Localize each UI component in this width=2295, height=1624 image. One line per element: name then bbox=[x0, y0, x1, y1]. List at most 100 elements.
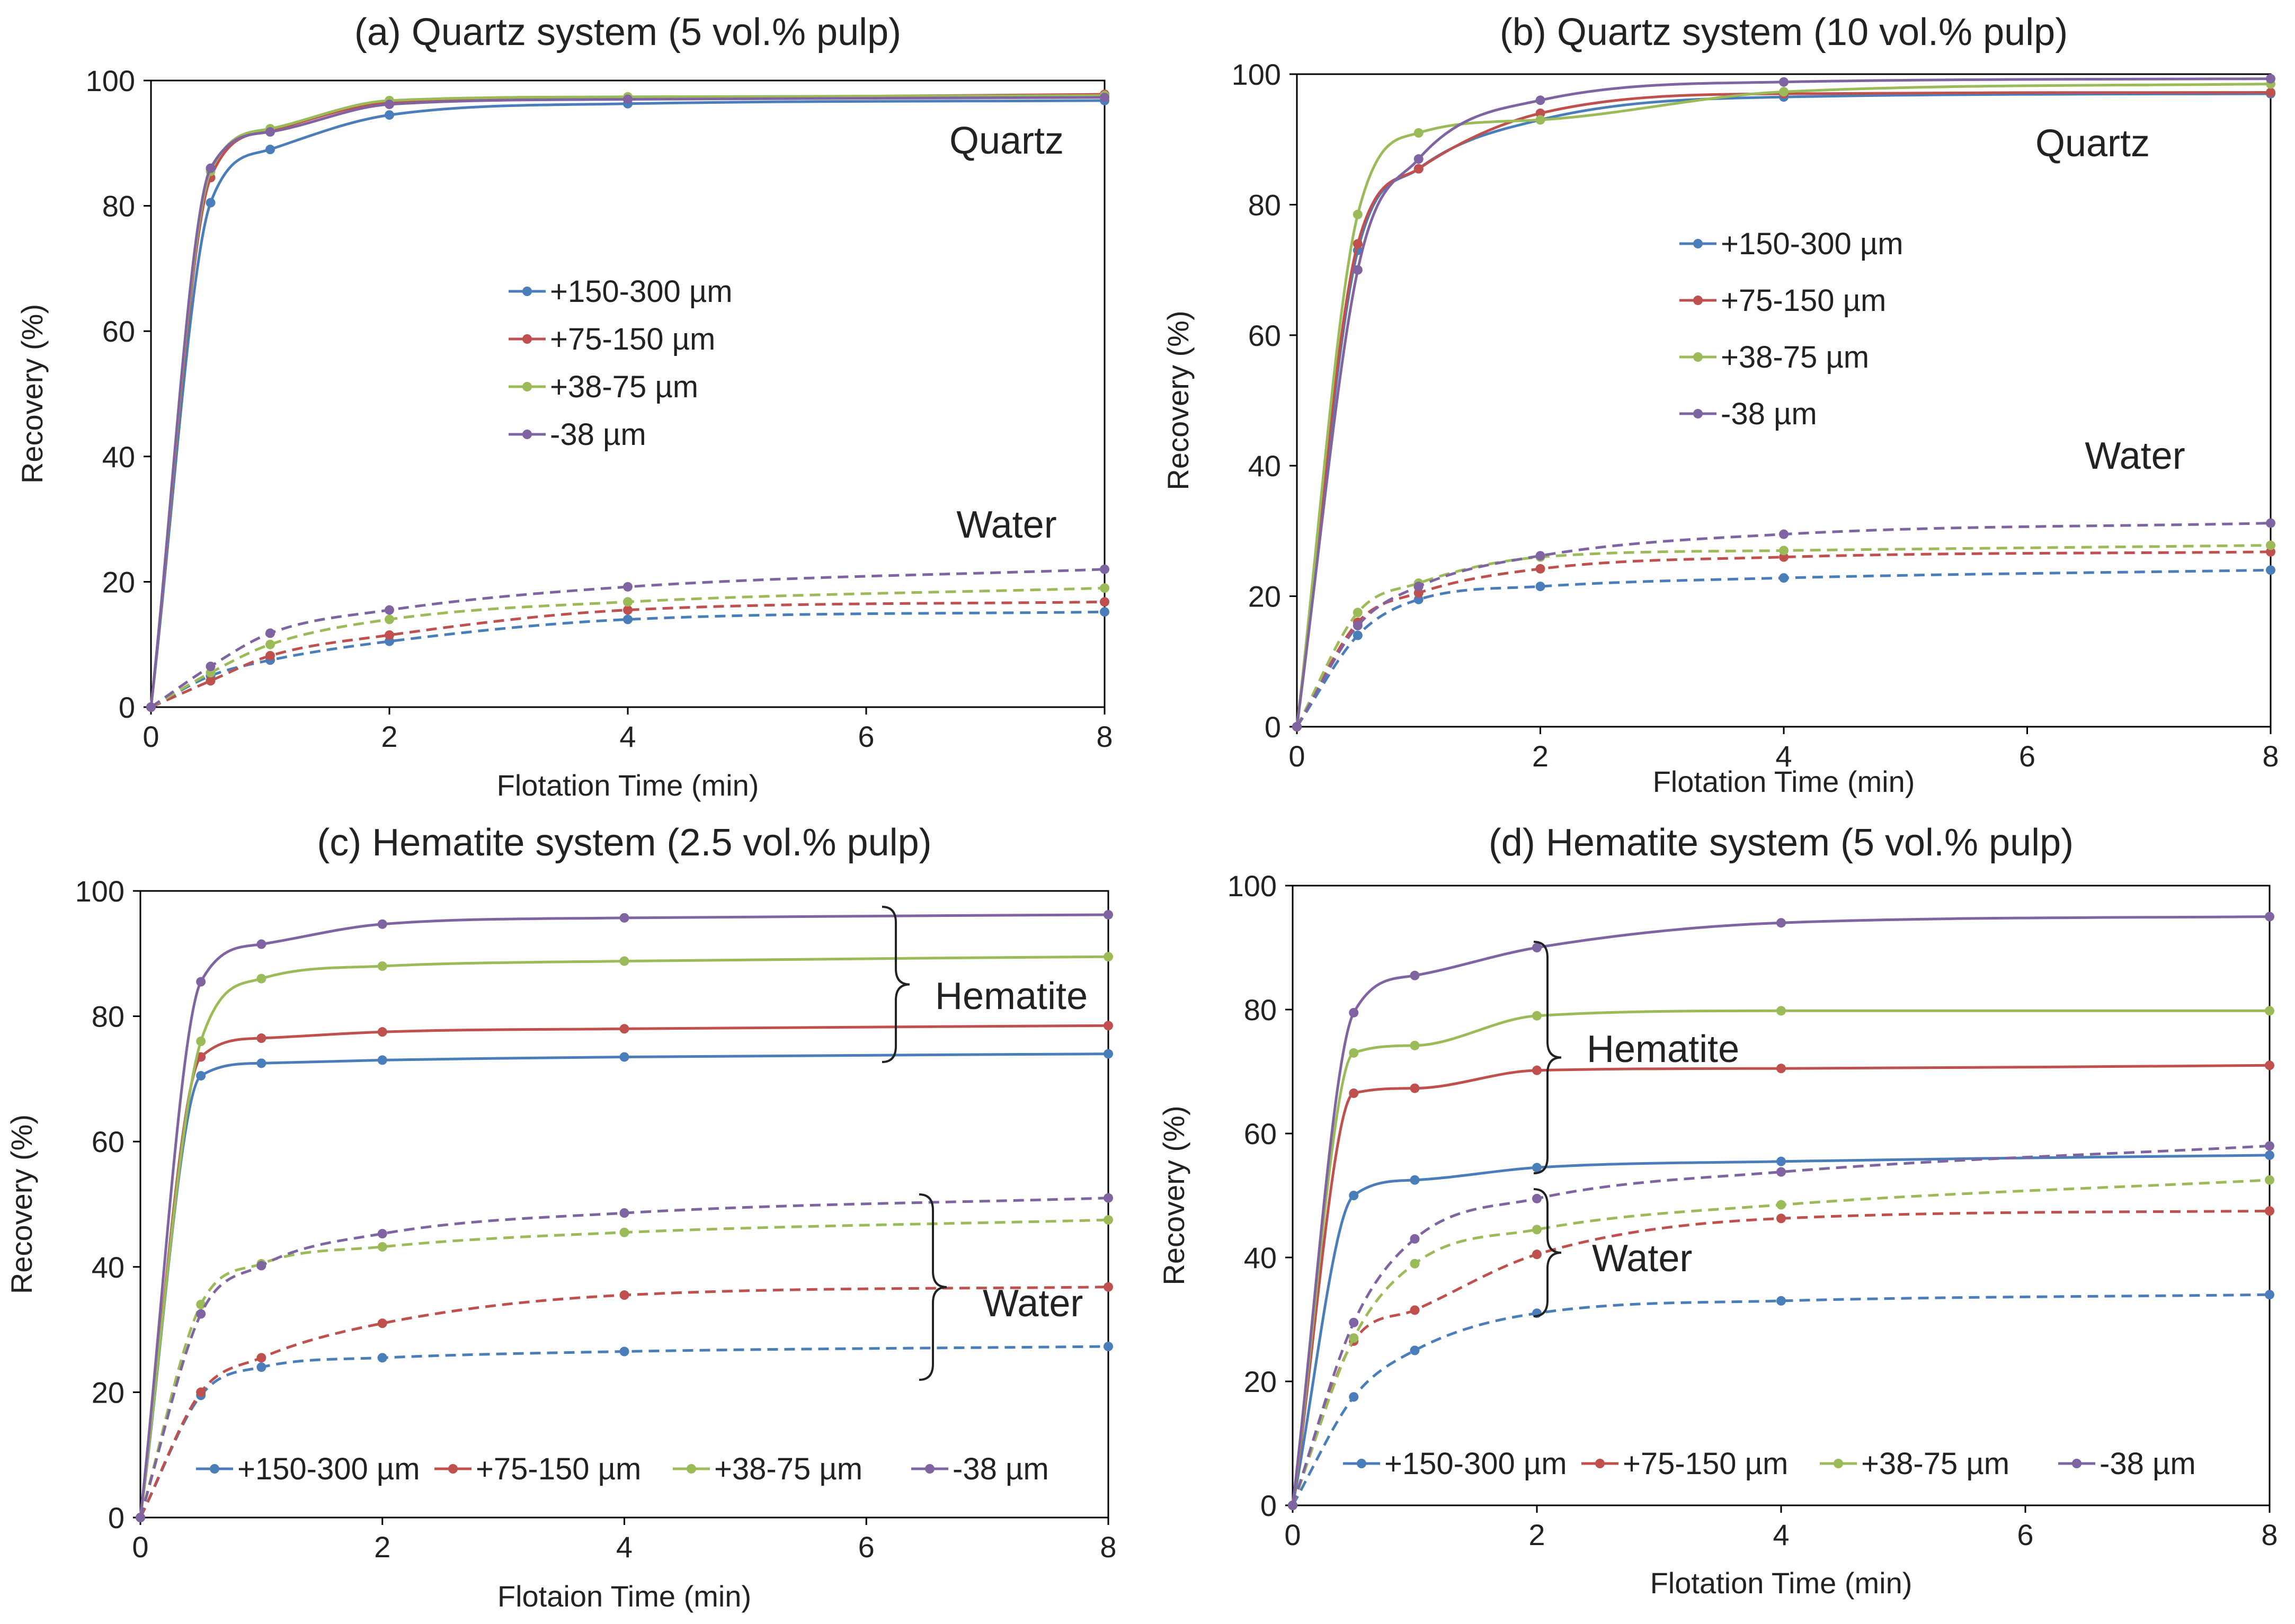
data-point bbox=[196, 1299, 206, 1309]
data-point bbox=[385, 630, 394, 640]
data-point bbox=[377, 1229, 387, 1239]
x-tick-label: 0 bbox=[1284, 1518, 1301, 1551]
legend-marker bbox=[687, 1464, 696, 1474]
y-axis-label: Recovery (%) bbox=[5, 1114, 38, 1294]
data-point bbox=[1413, 164, 1424, 174]
chart-panel-a: (a) Quartz system (5 vol.% pulp)0 2 4 6 8020… bbox=[15, 11, 1113, 802]
data-point bbox=[2266, 540, 2275, 550]
data-point bbox=[1413, 128, 1424, 138]
data-point bbox=[1410, 1305, 1420, 1315]
data-point bbox=[1100, 92, 1109, 102]
series-line bbox=[139, 1197, 1109, 1518]
data-point bbox=[196, 1309, 206, 1319]
legend-marker bbox=[925, 1464, 935, 1474]
annotation-label: Quartz bbox=[2035, 122, 2150, 165]
y-tick-label: 40 bbox=[92, 1251, 124, 1284]
y-tick-label: 0 bbox=[1265, 710, 1281, 744]
data-point bbox=[2266, 547, 2275, 557]
y-tick-label: 100 bbox=[86, 64, 135, 97]
plot-frame bbox=[1292, 885, 2271, 1506]
x-tick-label: 2 bbox=[1528, 1518, 1545, 1551]
series-line bbox=[1291, 1064, 2270, 1506]
x-tick-label: 4 bbox=[1775, 739, 1792, 773]
series-line bbox=[1295, 77, 2271, 727]
series-line bbox=[139, 955, 1109, 1518]
data-point bbox=[1776, 918, 1786, 928]
data-point bbox=[1104, 1342, 1113, 1352]
series-line bbox=[1291, 915, 2270, 1506]
legend-marker bbox=[1693, 352, 1703, 362]
y-tick-label: 0 bbox=[108, 1501, 124, 1534]
data-point bbox=[256, 1353, 266, 1363]
data-point bbox=[1353, 630, 1363, 640]
legend-label: +38-75 µm bbox=[1721, 340, 1869, 374]
series-line bbox=[1295, 544, 2271, 728]
data-point bbox=[1779, 529, 1789, 539]
data-point bbox=[1776, 1156, 1786, 1166]
series-line bbox=[150, 610, 1105, 709]
data-point bbox=[385, 614, 394, 624]
x-tick-label: 0 bbox=[143, 720, 159, 753]
data-point bbox=[619, 956, 629, 966]
data-point bbox=[1410, 1234, 1420, 1244]
series-line bbox=[139, 913, 1109, 1518]
legend-label: +38-75 µm bbox=[714, 1452, 862, 1486]
data-point bbox=[1104, 1021, 1113, 1031]
y-axis-label: Recovery (%) bbox=[1157, 1105, 1190, 1285]
data-point bbox=[1104, 1282, 1113, 1292]
legend-marker bbox=[522, 430, 532, 439]
data-point bbox=[265, 639, 275, 649]
legend-marker bbox=[1595, 1459, 1605, 1468]
data-point bbox=[1413, 154, 1424, 164]
y-tick-label: 20 bbox=[1244, 1365, 1277, 1398]
y-tick-label: 80 bbox=[1248, 188, 1281, 221]
chart-title: (d) Hematite system (5 vol.% pulp) bbox=[1489, 822, 2074, 864]
data-point bbox=[1779, 87, 1789, 97]
data-point bbox=[206, 662, 216, 672]
annotation-label: Water bbox=[983, 1282, 1083, 1325]
series-line bbox=[139, 1218, 1109, 1518]
data-point bbox=[2265, 1290, 2274, 1300]
data-point bbox=[1535, 551, 1545, 561]
data-point bbox=[196, 1070, 206, 1081]
data-point bbox=[1535, 564, 1545, 574]
data-point bbox=[1100, 564, 1109, 574]
data-point bbox=[1353, 239, 1363, 249]
data-point bbox=[136, 1513, 145, 1522]
data-point bbox=[377, 1353, 387, 1363]
data-point bbox=[2265, 1060, 2274, 1070]
data-point bbox=[1410, 970, 1420, 980]
y-axis-label: Recovery (%) bbox=[1161, 310, 1195, 490]
data-point bbox=[1349, 1333, 1359, 1343]
x-tick-label: 6 bbox=[2019, 739, 2035, 773]
legend-label: +38-75 µm bbox=[1861, 1447, 2009, 1481]
data-point bbox=[619, 1052, 629, 1062]
data-point bbox=[196, 1387, 206, 1397]
data-point bbox=[1779, 546, 1789, 556]
data-point bbox=[1104, 909, 1113, 920]
annotation-label: Hematite bbox=[935, 975, 1088, 1018]
data-point bbox=[1353, 209, 1363, 219]
data-point bbox=[623, 94, 633, 104]
data-point bbox=[256, 1362, 266, 1372]
data-point bbox=[2266, 518, 2275, 528]
data-point bbox=[1532, 1225, 1542, 1235]
data-point bbox=[377, 1242, 387, 1252]
data-point bbox=[256, 1261, 266, 1271]
legend-label: +150-300 µm bbox=[550, 274, 733, 309]
data-point bbox=[623, 582, 633, 592]
x-tick-label: 2 bbox=[1532, 739, 1549, 773]
chart-panel-c: (c) Hematite system (2.5 vol.% pulp) 0 2 4 6… bbox=[5, 822, 1117, 1613]
data-point bbox=[1349, 1191, 1359, 1200]
data-point bbox=[1779, 77, 1789, 87]
data-point bbox=[2266, 565, 2275, 575]
data-point bbox=[1410, 1345, 1420, 1355]
y-tick-label: 40 bbox=[1244, 1241, 1277, 1274]
chart-title: (b) Quartz system (10 vol.% pulp) bbox=[1500, 11, 2068, 53]
legend-label: +75-150 µm bbox=[1623, 1447, 1788, 1481]
y-tick-label: 60 bbox=[1244, 1117, 1277, 1150]
data-point bbox=[1532, 1065, 1542, 1075]
x-tick-label: 0 bbox=[1288, 739, 1305, 773]
data-point bbox=[256, 974, 266, 984]
x-tick-label: 8 bbox=[2261, 1518, 2278, 1551]
